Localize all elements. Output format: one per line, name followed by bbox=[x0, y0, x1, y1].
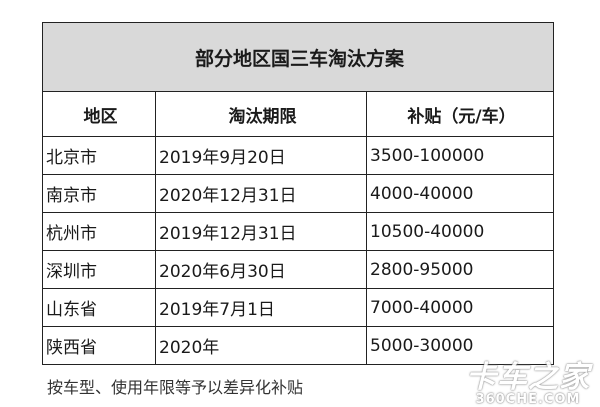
table-title: 部分地区国三车淘汰方案 bbox=[42, 22, 554, 92]
cell-region: 陕西省 bbox=[42, 326, 156, 365]
cell-region: 山东省 bbox=[42, 288, 156, 327]
watermark-sub: 360CHE.COM bbox=[475, 392, 581, 407]
cell-subsidy: 5000-30000 bbox=[366, 326, 554, 365]
header-deadline: 淘汰期限 bbox=[155, 91, 367, 137]
table-row: 山东省 2019年7月1日 7000-40000 bbox=[42, 288, 554, 327]
phase-out-table: 部分地区国三车淘汰方案 地区 淘汰期限 补贴（元/车） 北京市 2019年9月20… bbox=[42, 22, 554, 365]
cell-deadline: 2020年6月30日 bbox=[155, 250, 367, 289]
cell-deadline: 2020年12月31日 bbox=[155, 174, 367, 213]
footnote: 按车型、使用年限等予以差异化补贴 bbox=[47, 378, 304, 397]
cell-deadline: 2020年 bbox=[155, 326, 367, 365]
table-row: 南京市 2020年12月31日 4000-40000 bbox=[42, 174, 554, 213]
cell-deadline: 2019年9月20日 bbox=[155, 136, 367, 175]
cell-deadline: 2019年12月31日 bbox=[155, 212, 367, 251]
cell-region: 杭州市 bbox=[42, 212, 156, 251]
cell-region: 北京市 bbox=[42, 136, 156, 175]
header-region: 地区 bbox=[42, 91, 156, 137]
table-row: 北京市 2019年9月20日 3500-100000 bbox=[42, 136, 554, 175]
cell-subsidy: 2800-95000 bbox=[366, 250, 554, 289]
table-row: 深圳市 2020年6月30日 2800-95000 bbox=[42, 250, 554, 289]
table-row: 杭州市 2019年12月31日 10500-40000 bbox=[42, 212, 554, 251]
cell-subsidy: 7000-40000 bbox=[366, 288, 554, 327]
cell-subsidy: 3500-100000 bbox=[366, 136, 554, 175]
cell-deadline: 2019年7月1日 bbox=[155, 288, 367, 327]
table-row: 陕西省 2020年 5000-30000 bbox=[42, 326, 554, 365]
watermark-logo: 卡车之家 360CHE.COM bbox=[466, 352, 590, 407]
header-subsidy: 补贴（元/车） bbox=[366, 91, 554, 137]
cell-subsidy: 10500-40000 bbox=[366, 212, 554, 251]
cell-subsidy: 4000-40000 bbox=[366, 174, 554, 213]
cell-region: 深圳市 bbox=[42, 250, 156, 289]
cell-region: 南京市 bbox=[42, 174, 156, 213]
watermark-main: 卡车之家 bbox=[466, 360, 590, 395]
